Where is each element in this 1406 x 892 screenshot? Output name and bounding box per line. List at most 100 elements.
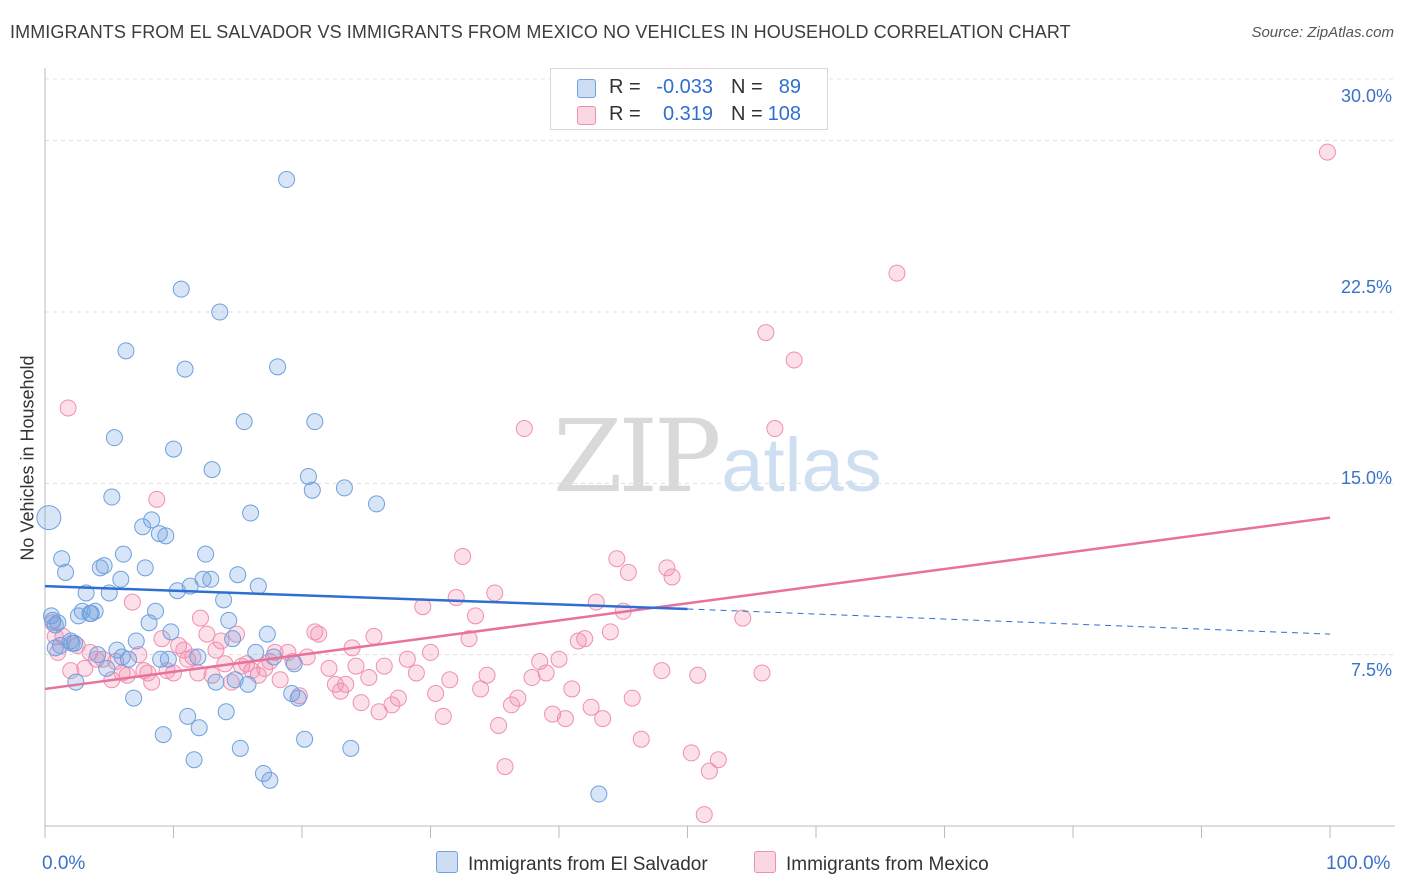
el-salvador-point: [147, 602, 165, 620]
mexico-point: [486, 584, 504, 602]
mexico-point: [582, 698, 600, 716]
el-salvador-point: [136, 559, 154, 577]
mexico-point: [407, 664, 425, 682]
el-salvador-point: [239, 675, 257, 693]
el-salvador-trend-extension: [687, 608, 1331, 635]
mexico-point: [398, 650, 416, 668]
mexico-point: [118, 666, 136, 684]
el-salvador-point: [306, 413, 324, 431]
el-salvador-point: [95, 557, 113, 575]
mexico-point: [320, 659, 338, 677]
mexico-point: [175, 641, 193, 659]
el-salvador-point: [154, 726, 172, 744]
trend-lines: [44, 516, 1331, 691]
mexico-point: [619, 563, 637, 581]
mexico-point: [472, 680, 490, 698]
el-salvador-point: [203, 461, 221, 479]
mexico-point: [153, 630, 171, 648]
el-salvador-point: [231, 739, 249, 757]
mexico-point: [191, 609, 209, 627]
watermark-zip: ZIP: [553, 398, 721, 515]
source-credit: Source: ZipAtlas.com: [1251, 24, 1394, 41]
el-salvador-point: [57, 563, 75, 581]
el-salvador-point: [157, 527, 175, 545]
mexico-point: [460, 630, 478, 648]
el-salvador-point: [53, 550, 71, 568]
mexico-point: [326, 675, 344, 693]
mexico-point: [734, 609, 752, 627]
mexico-point: [587, 593, 605, 611]
legend-item-el-salvador: Immigrants from El Salvador: [436, 851, 708, 876]
mexico-point: [623, 689, 641, 707]
el-salvador-point: [289, 689, 307, 707]
el-salvador-point: [190, 719, 208, 737]
el-salvador-point: [134, 518, 152, 536]
mexico-point: [632, 730, 650, 748]
legend-row-el-salvador: R = -0.033 N = 89: [551, 75, 827, 101]
el-salvador-point: [299, 467, 317, 485]
el-salvador-point: [278, 171, 296, 189]
el-salvador-point: [217, 703, 235, 721]
mexico-point: [198, 625, 216, 643]
mexico-point: [184, 648, 202, 666]
mexico-point: [447, 589, 465, 607]
mexico-point: [389, 689, 407, 707]
mexico-point: [658, 559, 676, 577]
mexico-point: [785, 351, 803, 369]
el-salvador-point: [269, 358, 287, 376]
mexico-point: [601, 623, 619, 641]
el-salvador-point: [368, 495, 386, 513]
el-salvador-point: [220, 611, 238, 629]
legend-swatch-mexico: [577, 106, 596, 125]
el-salvador-point: [185, 751, 203, 769]
el-salvador-point: [125, 689, 143, 707]
mexico-point: [478, 666, 496, 684]
mexico-point: [757, 324, 775, 342]
mexico-point: [576, 630, 594, 648]
el-salvador-point: [165, 440, 182, 458]
mexico-point: [332, 682, 350, 700]
mexico-point: [594, 710, 612, 728]
mexico-point: [360, 669, 378, 687]
el-salvador-point: [197, 545, 215, 563]
series-mexico-points: [44, 143, 1336, 824]
mexico-point: [509, 689, 527, 707]
mexico-point: [347, 657, 365, 675]
y-tick-label: 22.5%: [1340, 277, 1392, 297]
el-salvador-point: [117, 342, 135, 360]
r-value: 0.319: [662, 103, 713, 125]
mexico-point: [689, 666, 707, 684]
el-salvador-point: [46, 616, 64, 634]
el-salvador-point: [172, 280, 190, 298]
mexico-point: [310, 625, 328, 643]
mexico-point: [569, 632, 587, 650]
mexico-point: [766, 420, 784, 438]
el-salvador-point: [285, 655, 303, 673]
legend-item-mexico: Immigrants from Mexico: [754, 851, 989, 876]
mexico-point: [454, 547, 472, 565]
mexico-point: [496, 758, 514, 776]
el-salvador-point: [235, 413, 253, 431]
mexico-point: [1318, 143, 1336, 161]
el-salvador-point: [112, 570, 130, 588]
el-salvador-point: [303, 481, 321, 499]
mexico-point: [608, 550, 626, 568]
mexico-point: [76, 659, 94, 677]
el-salvador-point: [46, 639, 64, 657]
el-salvador-point: [296, 730, 314, 748]
el-salvador-point: [44, 611, 62, 629]
mexico-point: [441, 671, 459, 689]
mexico-point: [888, 264, 906, 282]
el-salvador-point: [81, 605, 99, 623]
mexico-point: [653, 662, 671, 680]
mexico-point: [709, 751, 727, 769]
mexico-point: [337, 675, 355, 693]
y-axis-label: No Vehicles in Household: [17, 355, 38, 561]
mexico-point: [695, 806, 713, 824]
el-salvador-point: [152, 650, 170, 668]
el-salvador-point: [258, 625, 276, 643]
mexico-point: [556, 710, 574, 728]
mexico-point: [490, 716, 508, 734]
el-salvador-point: [207, 673, 225, 691]
